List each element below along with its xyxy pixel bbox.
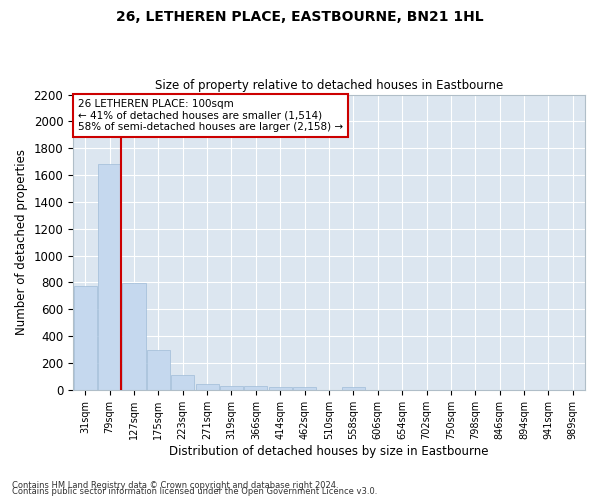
- Bar: [122, 283, 146, 390]
- Text: 26 LETHEREN PLACE: 100sqm
← 41% of detached houses are smaller (1,514)
58% of se: 26 LETHEREN PLACE: 100sqm ← 41% of detac…: [78, 99, 343, 132]
- Text: Contains HM Land Registry data © Crown copyright and database right 2024.: Contains HM Land Registry data © Crown c…: [12, 481, 338, 490]
- Text: Contains public sector information licensed under the Open Government Licence v3: Contains public sector information licen…: [12, 487, 377, 496]
- Bar: [293, 387, 316, 390]
- Bar: [269, 387, 292, 390]
- Bar: [342, 387, 365, 390]
- Text: 26, LETHEREN PLACE, EASTBOURNE, BN21 1HL: 26, LETHEREN PLACE, EASTBOURNE, BN21 1HL: [116, 10, 484, 24]
- Bar: [98, 164, 121, 390]
- Bar: [74, 286, 97, 390]
- Title: Size of property relative to detached houses in Eastbourne: Size of property relative to detached ho…: [155, 79, 503, 92]
- Bar: [147, 350, 170, 390]
- Bar: [196, 384, 218, 390]
- Bar: [244, 386, 268, 390]
- X-axis label: Distribution of detached houses by size in Eastbourne: Distribution of detached houses by size …: [169, 444, 489, 458]
- Y-axis label: Number of detached properties: Number of detached properties: [15, 149, 28, 335]
- Bar: [220, 386, 243, 390]
- Bar: [171, 375, 194, 390]
